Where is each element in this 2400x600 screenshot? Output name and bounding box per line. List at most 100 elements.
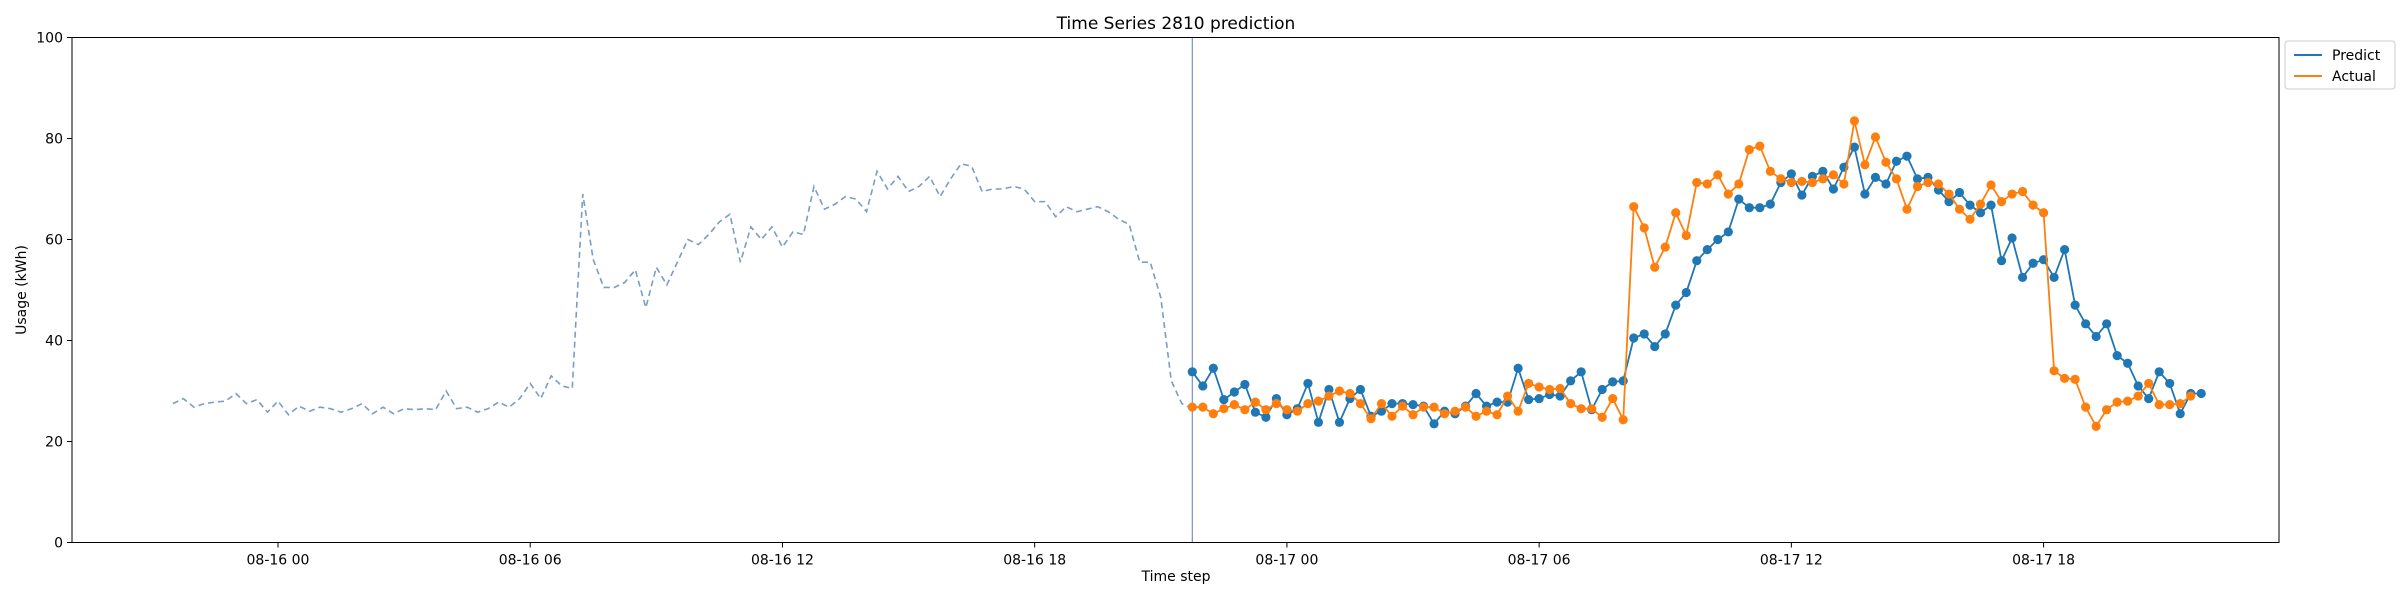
actual-point	[1923, 177, 1933, 188]
actual-point	[2091, 421, 2101, 431]
predict-point	[1208, 363, 1218, 373]
predict-point	[1355, 384, 1366, 395]
predict-point	[2196, 388, 2206, 399]
x-tick-label: 08-17 12	[1760, 553, 1823, 569]
predict-point	[1198, 381, 1208, 391]
actual-point	[1481, 406, 1492, 416]
history-line	[172, 162, 1193, 416]
predict-point	[1303, 378, 1313, 389]
actual-point	[1597, 412, 1607, 422]
actual-point	[1513, 406, 1523, 416]
actual-point	[2049, 366, 2059, 376]
predict-point	[1986, 200, 1996, 210]
actual-point	[1849, 116, 1860, 126]
x-tick-label: 08-17 18	[2012, 553, 2075, 569]
predict-point	[2070, 300, 2080, 310]
actual-point	[1503, 391, 1513, 401]
legend: Predict Actual	[2284, 40, 2396, 90]
predict-point	[1660, 329, 1670, 339]
y-tick-label: 100	[36, 31, 63, 47]
predict-point	[1713, 234, 1723, 245]
predict-point	[1408, 400, 1418, 410]
actual-point	[1629, 202, 1639, 212]
predict-point	[1534, 393, 1544, 404]
actual-point	[1303, 399, 1313, 409]
actual-point	[1524, 378, 1534, 389]
actual-point	[1839, 179, 1849, 189]
actual-point	[2017, 186, 2028, 197]
actual-point	[1366, 414, 1376, 424]
actual-point	[1460, 402, 1471, 412]
actual-point	[1692, 177, 1702, 188]
actual-point	[1660, 242, 1670, 252]
predict-point	[1334, 417, 1345, 427]
actual-point	[1608, 393, 1618, 404]
predict-point	[2133, 381, 2143, 391]
actual-point	[2123, 396, 2133, 406]
predict-point	[1313, 417, 1324, 427]
actual-point	[1240, 405, 1250, 415]
predict-point	[2028, 258, 2038, 268]
actual-point	[1965, 214, 1975, 224]
actual-point	[2038, 208, 2049, 218]
predict-point	[1912, 174, 1923, 184]
actual-point	[2060, 373, 2070, 383]
predict-point	[1797, 190, 1807, 200]
predict-point	[1240, 379, 1250, 390]
predict-point	[1566, 376, 1576, 386]
actual-point	[1818, 174, 1828, 184]
predict-markers	[1187, 142, 2206, 429]
predict-point	[1471, 388, 1481, 399]
actual-point	[1261, 405, 1271, 415]
actual-point	[2144, 378, 2154, 389]
predict-point	[1324, 384, 1334, 395]
predict-point	[1734, 194, 1744, 204]
actual-point	[1618, 415, 1628, 425]
predict-point	[2049, 272, 2059, 282]
predict-point	[2007, 233, 2017, 243]
actual-point	[1797, 176, 1807, 187]
actual-point	[1566, 399, 1576, 409]
actual-point	[1807, 177, 1817, 188]
predict-point	[1954, 187, 1965, 198]
predict-point	[1975, 208, 1986, 218]
actual-point	[1933, 179, 1944, 189]
actual-point	[1313, 396, 1324, 406]
actual-point	[2007, 189, 2017, 199]
predict-point	[1261, 412, 1271, 422]
actual-point	[1912, 181, 1923, 192]
actual-point	[1576, 404, 1586, 414]
actual-markers	[1187, 116, 2196, 431]
y-tick-label: 60	[45, 233, 63, 249]
actual-point	[1198, 402, 1208, 412]
predict-point	[1376, 406, 1387, 416]
predict-point	[2091, 331, 2101, 342]
actual-point	[1534, 382, 1544, 392]
actual-point	[1250, 397, 1260, 407]
actual-point	[1292, 406, 1303, 416]
actual-point	[1271, 399, 1281, 409]
actual-point	[1765, 166, 1775, 176]
predict-point	[1860, 189, 1870, 199]
actual-point	[1429, 402, 1439, 412]
actual-point	[2154, 400, 2164, 410]
predict-point	[1187, 367, 1197, 377]
x-tick-label: 08-16 00	[247, 553, 310, 569]
actual-point	[2133, 391, 2143, 401]
x-axis-label: Time step	[1141, 569, 1211, 585]
y-axis-label: Usage (kWh)	[14, 245, 30, 335]
y-tick-label: 20	[45, 435, 63, 451]
predict-point	[1671, 300, 1681, 310]
predict-point	[1387, 399, 1397, 409]
predict-point	[1944, 197, 1954, 207]
actual-point	[1208, 409, 1218, 419]
predict-point	[2081, 319, 2091, 329]
actual-point	[1734, 179, 1744, 189]
predict-point	[1513, 363, 1523, 373]
predict-point	[2144, 393, 2154, 404]
predict-point	[1702, 245, 1712, 255]
predict-point	[1870, 172, 1881, 182]
predict-point	[2060, 245, 2070, 255]
